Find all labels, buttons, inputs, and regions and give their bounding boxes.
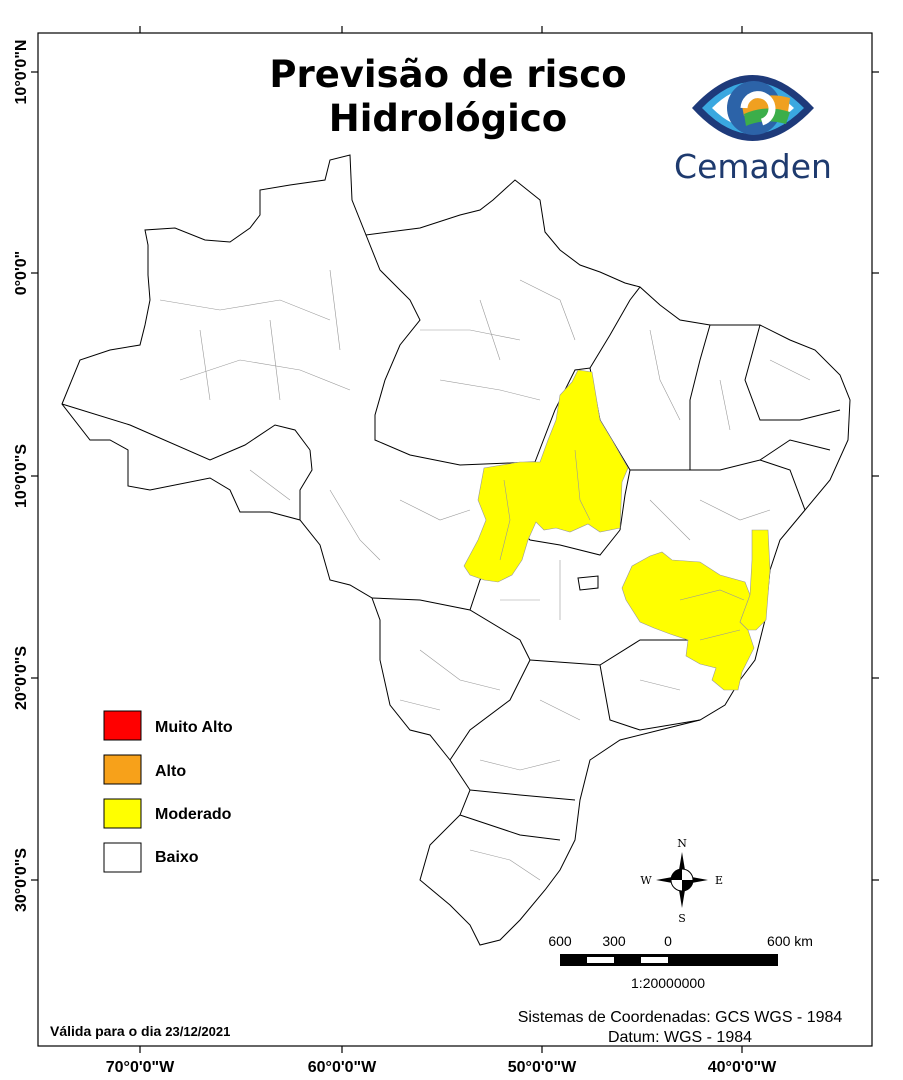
map-title-line2: Hidrológico <box>329 97 567 140</box>
scale-label-0: 0 <box>664 933 672 949</box>
map-title-line1: Previsão de risco <box>269 53 626 96</box>
legend-label-baixo: Baixo <box>155 849 199 866</box>
legend-swatch-alto <box>103 754 142 785</box>
crs-line2: Datum: WGS - 1984 <box>608 1029 752 1046</box>
legend-label-alto: Alto <box>155 763 186 780</box>
cemaden-logo: Cemaden <box>674 75 832 186</box>
scale-label-600km: 600 km <box>767 933 813 949</box>
graticule-ticks <box>31 26 879 1053</box>
legend-swatch-baixo <box>103 842 142 873</box>
state-boundaries <box>61 234 841 841</box>
compass-e: E <box>715 874 723 887</box>
validity-date: 23/12/2021 <box>165 1024 230 1039</box>
legend-swatch-moderado <box>103 798 142 829</box>
compass-rose-icon: N S E W <box>640 837 723 925</box>
risk-region-minas-bahia <box>621 551 755 691</box>
lat-label-10s: 10°0'0"S <box>13 444 30 508</box>
lat-label-20s: 20°0'0"S <box>13 646 30 710</box>
logo-wordmark: Cemaden <box>674 147 832 186</box>
lat-label-0: 0°0'0" <box>13 251 30 295</box>
legend-label-moderado: Moderado <box>155 806 232 823</box>
risk-region-internal-lines <box>499 449 745 641</box>
compass-s: S <box>678 912 686 925</box>
scale-bar: 600 300 0 600 km 1:20000000 <box>548 933 813 991</box>
validity-text: Válida para o dia 23/12/2021 <box>50 1023 230 1039</box>
validity-prefix: Válida para o dia <box>50 1023 161 1039</box>
brazil-outline <box>61 154 851 946</box>
legend-swatch-muito-alto <box>103 710 142 741</box>
legend: Muito Alto Alto Moderado Baixo <box>103 710 233 873</box>
lat-label-30s: 30°0'0"S <box>13 848 30 912</box>
scale-ratio: 1:20000000 <box>631 975 705 991</box>
legend-label-muito-alto: Muito Alto <box>155 719 233 736</box>
compass-n: N <box>677 837 687 850</box>
crs-line1: Sistemas de Coordenadas: GCS WGS - 1984 <box>518 1009 843 1026</box>
subregion-boundaries <box>159 269 811 881</box>
lon-label-50w: 50°0'0"W <box>508 1059 577 1076</box>
lon-label-70w: 70°0'0"W <box>106 1059 175 1076</box>
scale-label-600: 600 <box>548 933 572 949</box>
lat-label-10n: 10°0'0"N <box>13 40 30 105</box>
cemaden-eye-icon <box>692 75 814 141</box>
compass-w: W <box>640 874 652 887</box>
lon-label-60w: 60°0'0"W <box>308 1059 377 1076</box>
scale-label-300: 300 <box>602 933 626 949</box>
lon-label-40w: 40°0'0"W <box>708 1059 777 1076</box>
risk-region-tocantins <box>463 369 629 583</box>
risk-region-espirito-santo <box>739 529 771 631</box>
brazil-map <box>61 154 851 946</box>
